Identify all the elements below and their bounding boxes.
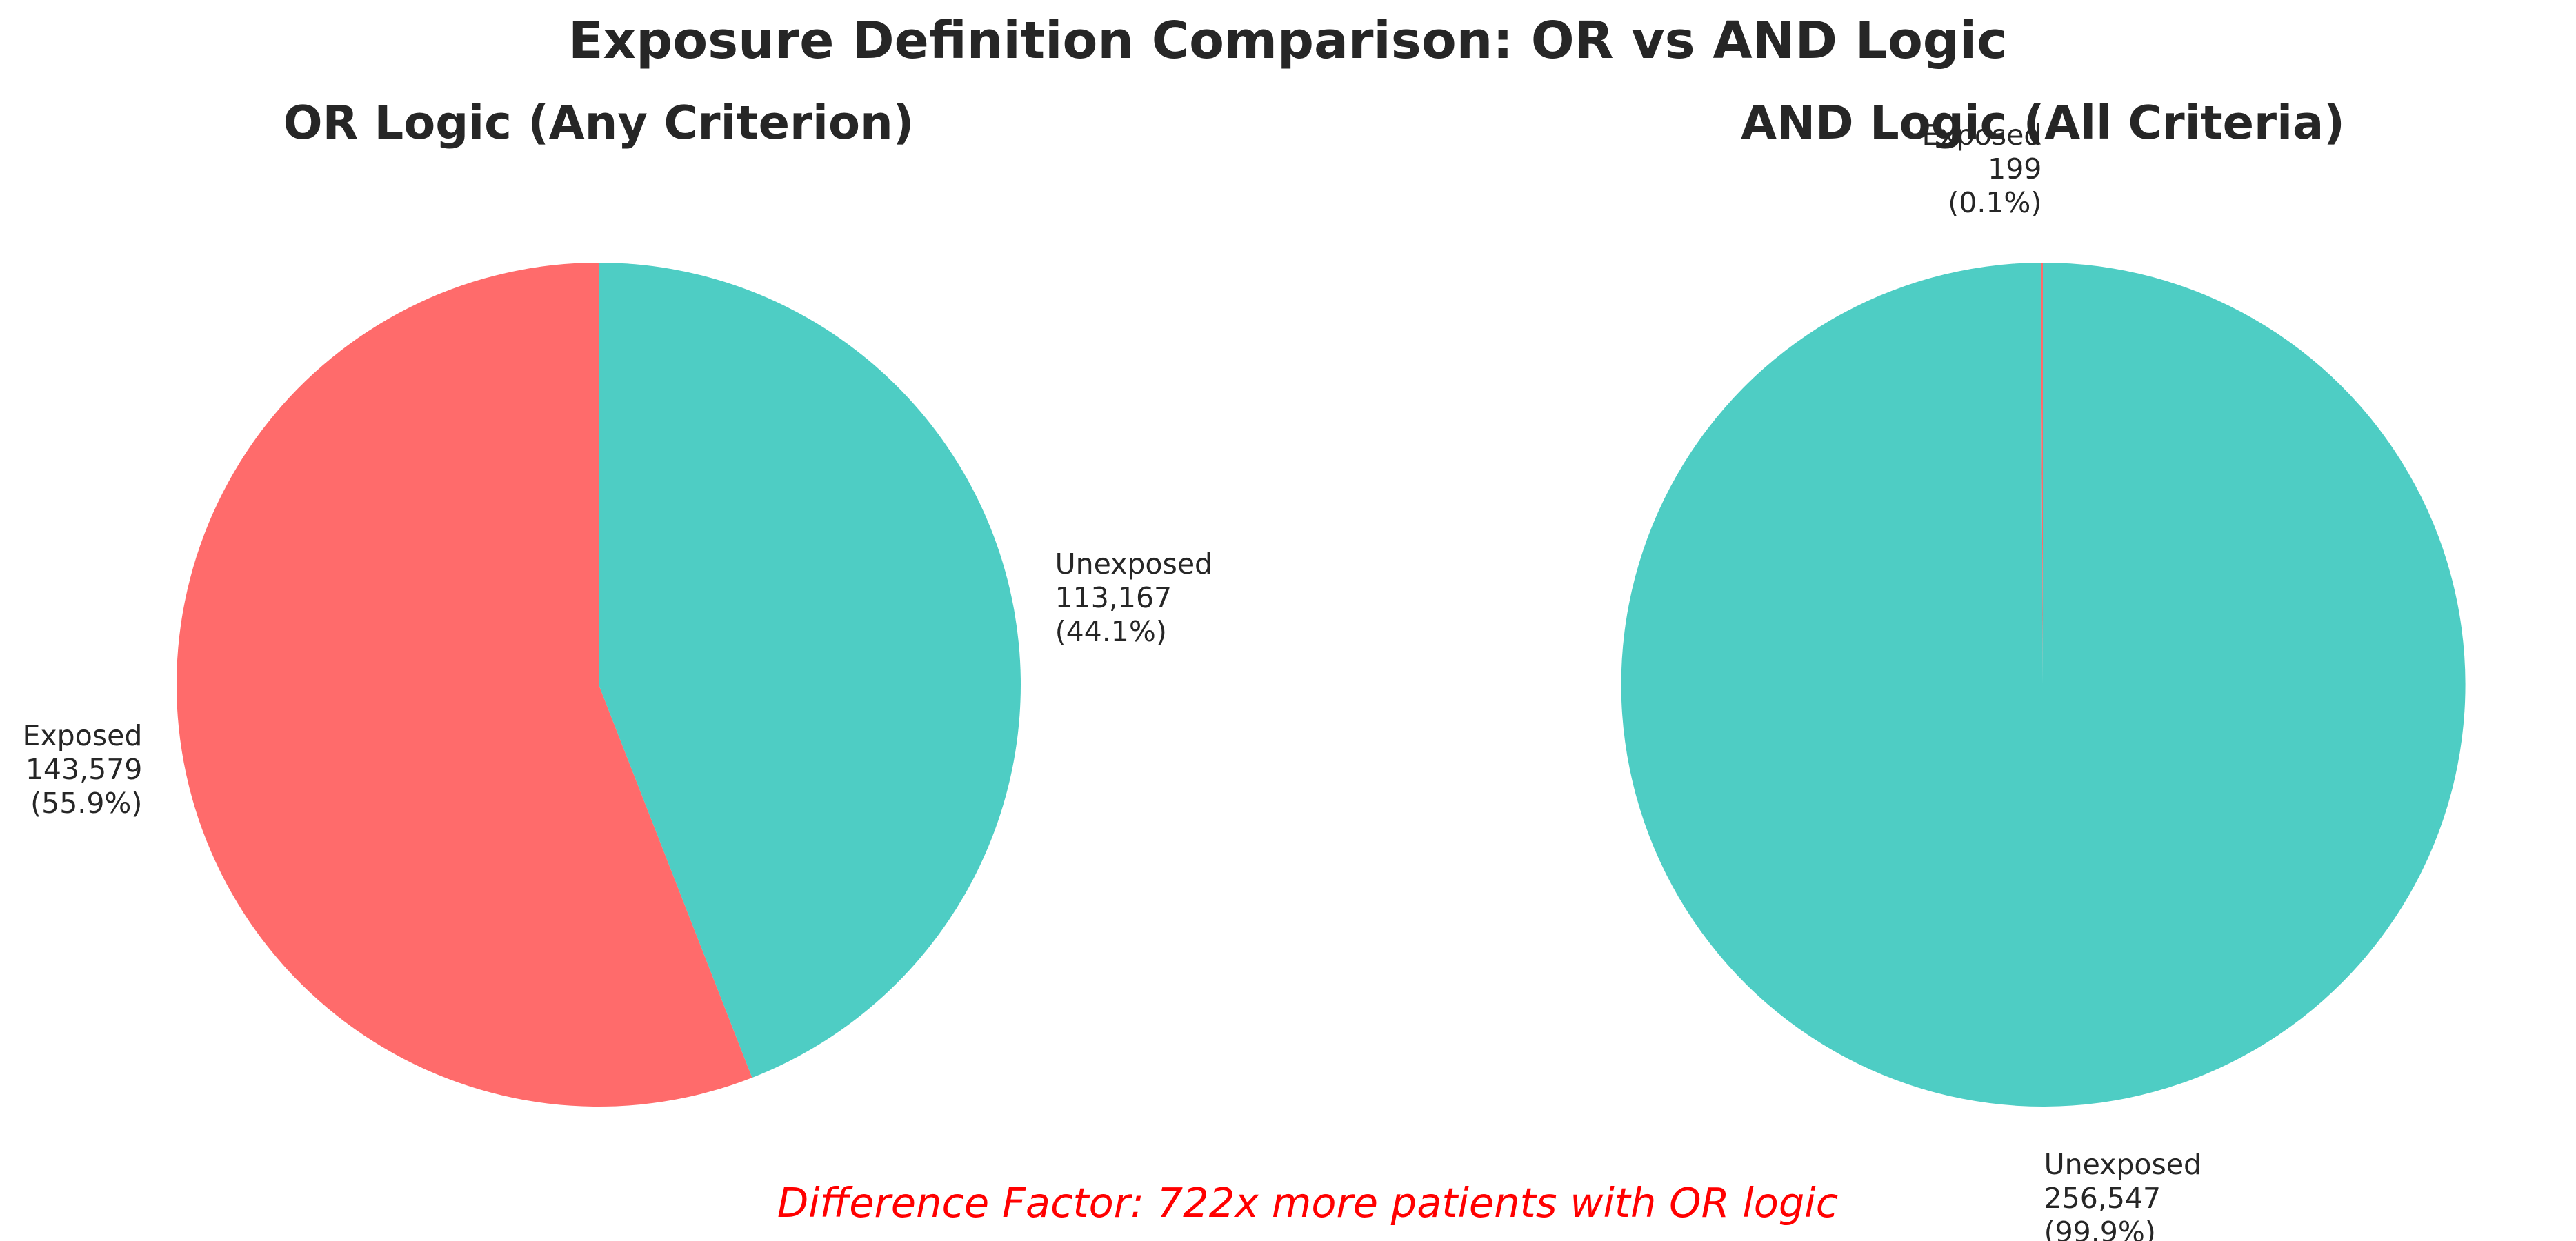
- pie-slice-exposed: [176, 263, 752, 1107]
- slice-label-category: Unexposed: [1055, 547, 1212, 581]
- pie-slices-and-logic: [1621, 262, 2466, 1107]
- slice-label-category: Exposed: [23, 719, 143, 752]
- pie-slice-unexposed: [1621, 262, 2466, 1107]
- pie-labels-or-logic: Exposed 143,579 (55.9%) Unexposed 113,167 (44…: [23, 547, 1213, 820]
- pie-slice-unexposed: [599, 263, 1021, 1078]
- slice-label-count: 143,579: [26, 753, 143, 786]
- slice-label-category: Exposed: [1922, 119, 2042, 152]
- pie-labels-and-logic: Exposed 199 (0.1%) Unexposed 256,547 (99.9%): [1922, 119, 2202, 1241]
- slice-label-exposed: Exposed 199 (0.1%): [1922, 119, 2042, 219]
- slice-label-count: 199: [1988, 152, 2041, 185]
- slice-label-category: Unexposed: [2044, 1148, 2201, 1181]
- pie-title-or-logic: OR Logic (Any Criterion): [283, 96, 915, 150]
- slice-label-exposed: Exposed 143,579 (55.9%): [23, 719, 143, 820]
- pie-slices-or-logic: [176, 263, 1021, 1107]
- difference-factor-note: Difference Factor: 722x more patients wi…: [777, 1179, 1838, 1227]
- pie-slice-exposed: [2041, 263, 2043, 685]
- slice-label-count: 256,547: [2044, 1182, 2161, 1215]
- slice-label-unexposed: Unexposed 113,167 (44.1%): [1055, 547, 1212, 648]
- slice-label-percent: (99.9%): [2044, 1215, 2156, 1241]
- slice-label-count: 113,167: [1055, 581, 1172, 614]
- pie-title-and-logic: AND Logic (All Criteria): [1741, 96, 2345, 150]
- pie-chart-and-logic: AND Logic (All Criteria) Exposed 199 (0.1%…: [1621, 96, 2466, 1241]
- slice-label-unexposed: Unexposed 256,547 (99.9%): [2044, 1148, 2201, 1241]
- pie-chart-or-logic: OR Logic (Any Criterion) Exposed 143,579(…: [23, 96, 1213, 1107]
- slice-label-percent: (55.9%): [30, 787, 142, 820]
- slice-label-percent: (0.1%): [1948, 186, 2041, 219]
- slice-label-percent: (44.1%): [1055, 615, 1167, 648]
- figure-title: Exposure Definition Comparison: OR vs AN…: [568, 11, 2007, 70]
